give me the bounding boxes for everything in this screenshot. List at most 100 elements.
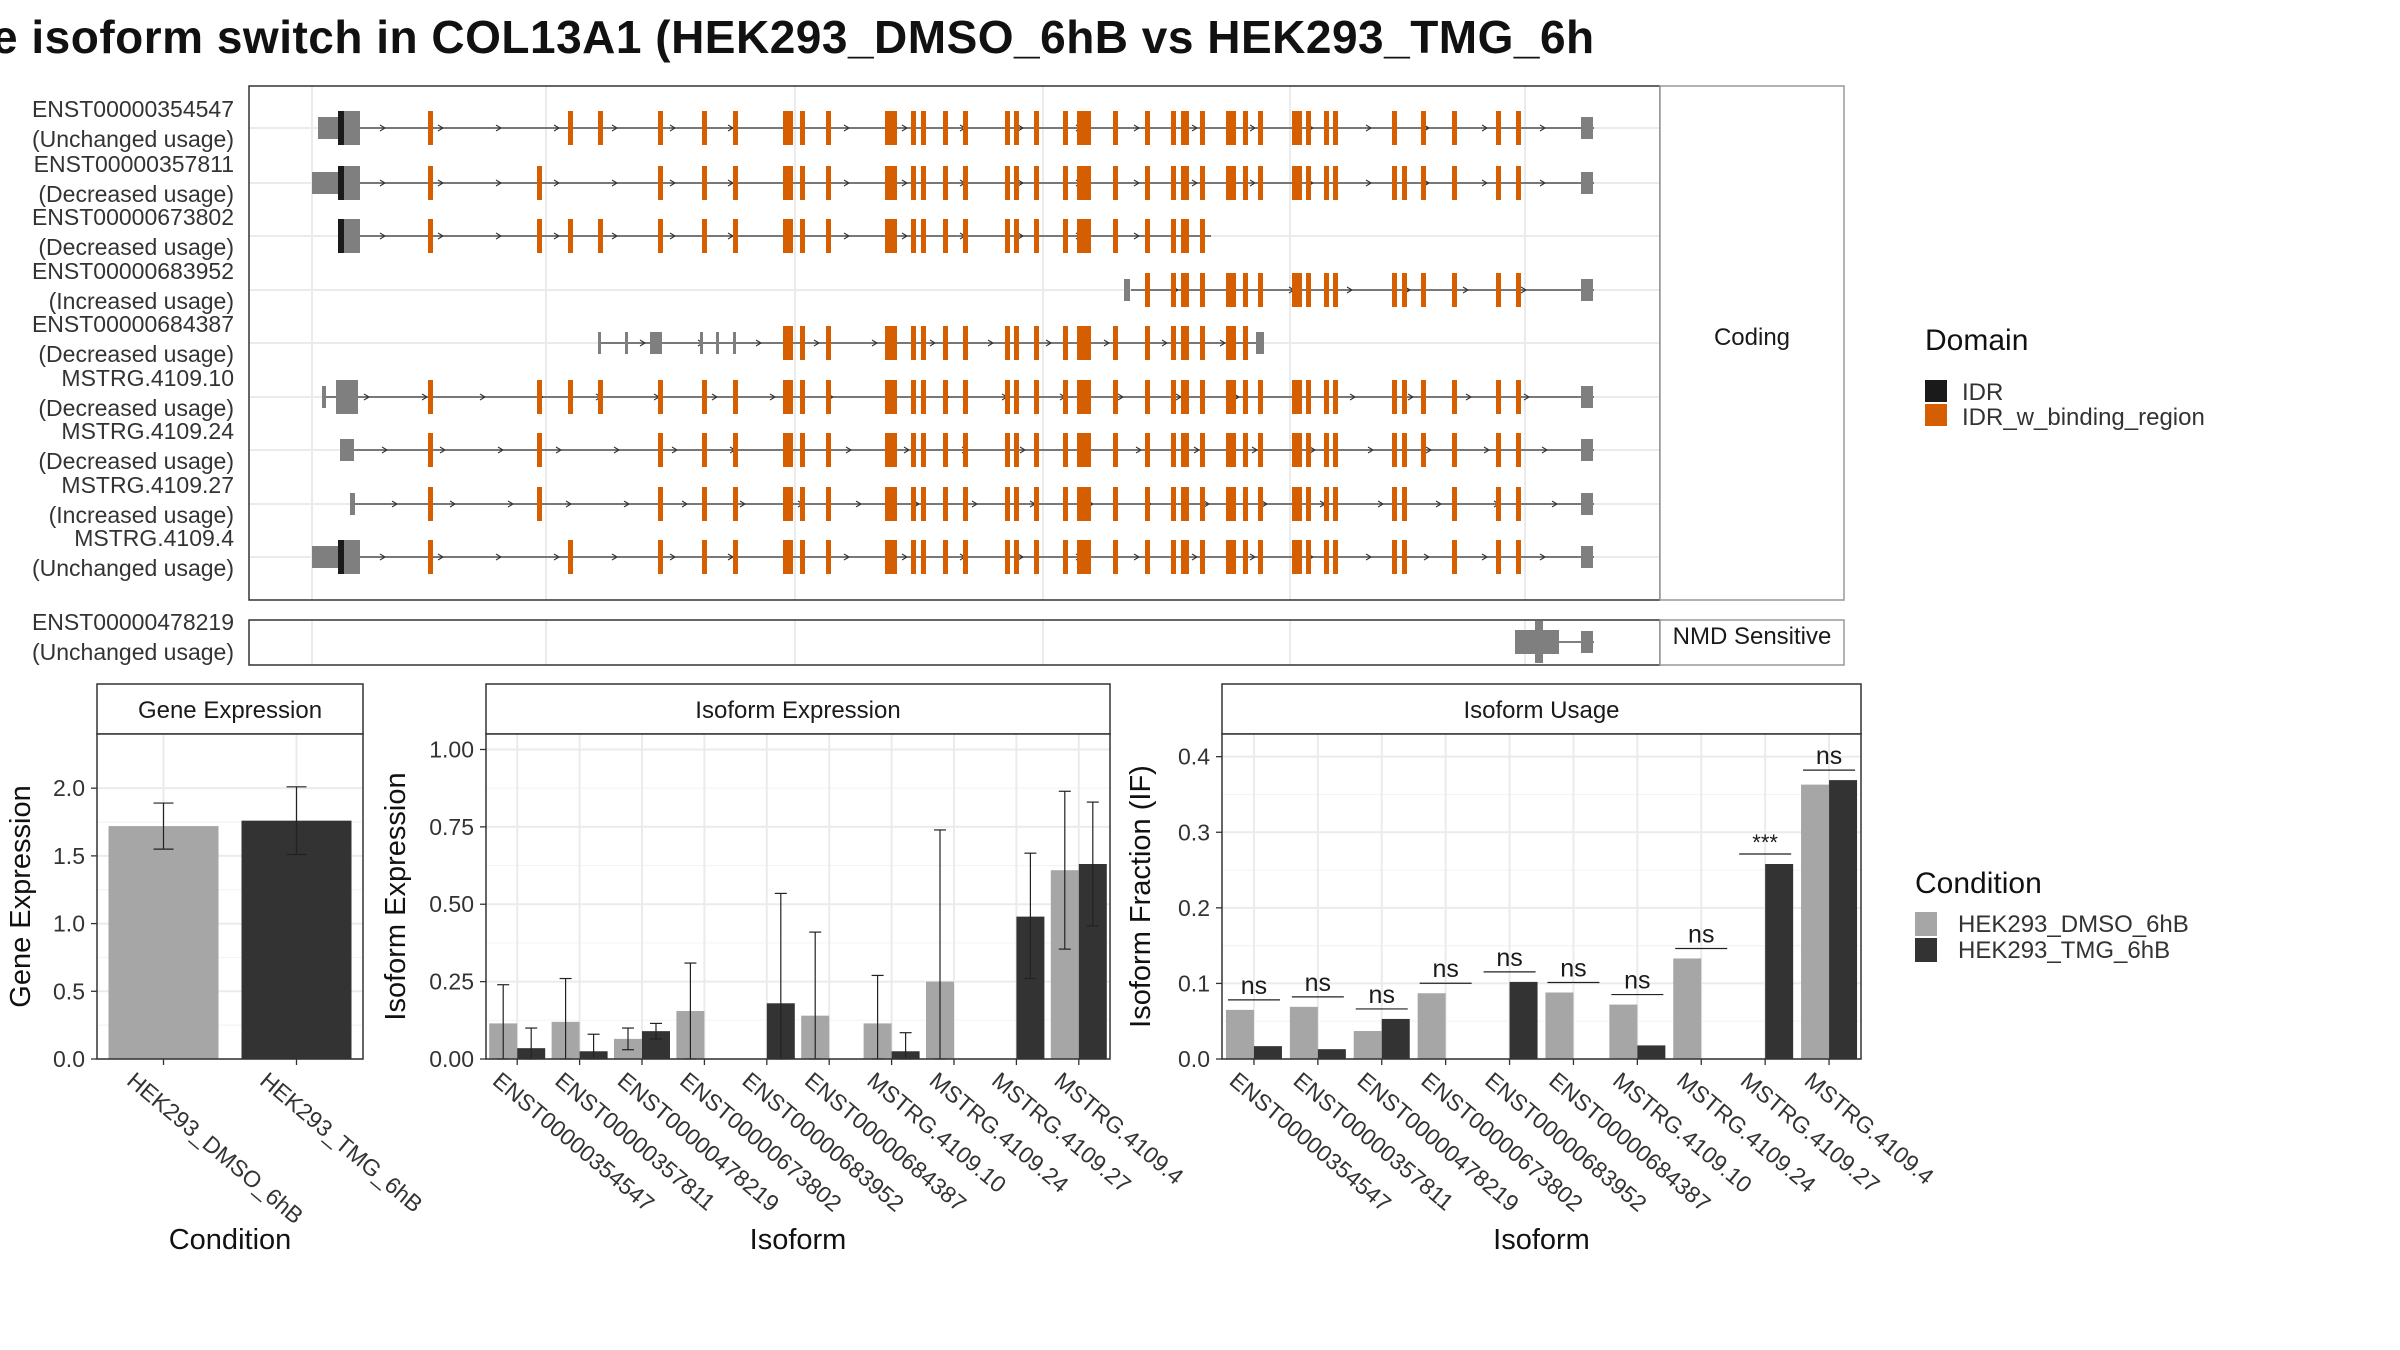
transcript-row: [340, 433, 1594, 467]
coding-exon: [1014, 540, 1019, 574]
coding-exon: [911, 380, 916, 414]
nmd-strip-label: NMD Sensitive: [1673, 623, 1832, 650]
coding-exon: [1005, 487, 1010, 521]
strand-arrow: [901, 179, 909, 187]
coding-exon: [1496, 166, 1501, 200]
y-tick-label: 0.4: [1178, 744, 1210, 770]
coding-exon: [1496, 540, 1501, 574]
coding-exon: [1333, 433, 1338, 467]
utr-exon: [700, 332, 703, 354]
strand-arrow: [1133, 553, 1141, 561]
strand-arrow: [843, 124, 851, 132]
isoform-usage-label: (Decreased usage): [38, 395, 234, 421]
coding-exon: [658, 540, 663, 574]
coding-exon: [1200, 433, 1205, 467]
coding-exon: [1181, 273, 1189, 307]
strand-arrow: [391, 500, 399, 508]
coding-exon: [702, 540, 707, 574]
strand-arrow: [1019, 446, 1027, 454]
idr-domain: [338, 166, 344, 200]
strand-arrow: [1523, 393, 1531, 401]
strand-arrow: [1161, 339, 1169, 347]
y-tick-label: 0.50: [429, 891, 474, 917]
coding-exon: [1181, 540, 1189, 574]
coding-exon: [1082, 487, 1091, 521]
coding-exon: [1034, 540, 1039, 574]
coding-exon: [800, 166, 805, 200]
coding-exon: [658, 219, 663, 253]
strand-arrow: [1191, 124, 1199, 132]
coding-exon: [1077, 166, 1082, 200]
coding-exon: [943, 111, 948, 145]
coding-exon: [1243, 380, 1248, 414]
coding-exon: [1496, 273, 1501, 307]
coding-exon: [1306, 166, 1311, 200]
coding-exon: [1306, 380, 1311, 414]
strand-arrow: [1133, 232, 1141, 240]
coding-exon: [1226, 380, 1236, 414]
x-axis-title: Isoform: [1493, 1224, 1590, 1256]
strand-arrow: [437, 124, 445, 132]
coding-exon: [1077, 487, 1082, 521]
utr-exon: [1581, 279, 1593, 301]
utr-exon: [312, 172, 340, 194]
coding-exon: [598, 219, 603, 253]
coding-exon: [1243, 326, 1248, 360]
coding-exon: [1333, 380, 1338, 414]
strand-arrow: [497, 446, 505, 454]
strand-arrow: [1365, 179, 1373, 187]
plot-border: [1221, 733, 1862, 1060]
coding-exon: [963, 166, 968, 200]
y-tick-label: 0.2: [1178, 895, 1210, 921]
coding-exon: [1171, 433, 1176, 467]
strand-arrow: [1133, 124, 1141, 132]
coding-exon: [1113, 433, 1118, 467]
coding-exon: [911, 433, 916, 467]
coding-exon: [1516, 111, 1521, 145]
isoform-usage-label: (Decreased usage): [38, 181, 234, 207]
coding-exon: [911, 219, 916, 253]
strand-arrow: [639, 339, 647, 347]
strand-arrow: [1249, 124, 1257, 132]
coding-exon: [943, 326, 948, 360]
coding-exon: [1181, 166, 1189, 200]
gene-expression-panel: Gene Expression0.00.51.01.52.0HEK293_DMS…: [5, 683, 428, 1256]
coding-exon: [826, 111, 831, 145]
coding-exon: [783, 111, 788, 145]
coding-exon: [1516, 166, 1521, 200]
coding-exon: [1063, 380, 1068, 414]
coding-exon: [1392, 540, 1397, 574]
y-tick-label: 1.00: [429, 736, 474, 762]
coding-exon: [788, 380, 793, 414]
strand-arrow: [379, 124, 387, 132]
coding-exon: [1171, 111, 1176, 145]
coding-exon: [1034, 326, 1039, 360]
isoform-usage-label: (Unchanged usage): [32, 126, 234, 152]
utr-exon: [1256, 332, 1264, 354]
coding-exon: [963, 219, 968, 253]
coding-exon: [800, 433, 805, 467]
coding-exon: [963, 487, 968, 521]
y-axis-title: Isoform Expression: [380, 772, 412, 1020]
isoform-id-label: ENST00000673802: [32, 204, 234, 230]
strand-arrow: [1309, 446, 1317, 454]
y-tick-label: 2.0: [53, 775, 85, 801]
coding-exon: [921, 380, 926, 414]
idr-domain: [338, 219, 344, 253]
coding-exon: [733, 433, 738, 467]
strand-arrow: [439, 446, 447, 454]
coding-exon: [1297, 540, 1302, 574]
transcript-row: [598, 326, 1264, 360]
strand-arrow: [1193, 446, 1201, 454]
coding-exon: [800, 540, 805, 574]
strand-arrow: [845, 446, 853, 454]
strand-arrow: [1191, 179, 1199, 187]
legend-key-dmso: [1915, 912, 1937, 936]
coding-exon: [733, 166, 738, 200]
legend-label-tmg: HEK293_TMG_6hB: [1958, 937, 2170, 964]
coding-exon: [1034, 380, 1039, 414]
coding-exon: [1077, 540, 1082, 574]
coding-exon: [1402, 540, 1407, 574]
coding-exon: [1200, 219, 1205, 253]
strand-arrow: [379, 232, 387, 240]
